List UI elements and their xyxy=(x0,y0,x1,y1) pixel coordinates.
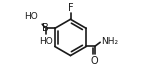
Text: HO: HO xyxy=(39,37,53,46)
Text: B: B xyxy=(42,23,49,33)
Text: NH₂: NH₂ xyxy=(101,37,118,46)
Text: F: F xyxy=(68,3,73,13)
Text: HO: HO xyxy=(24,12,38,21)
Text: O: O xyxy=(91,56,98,66)
